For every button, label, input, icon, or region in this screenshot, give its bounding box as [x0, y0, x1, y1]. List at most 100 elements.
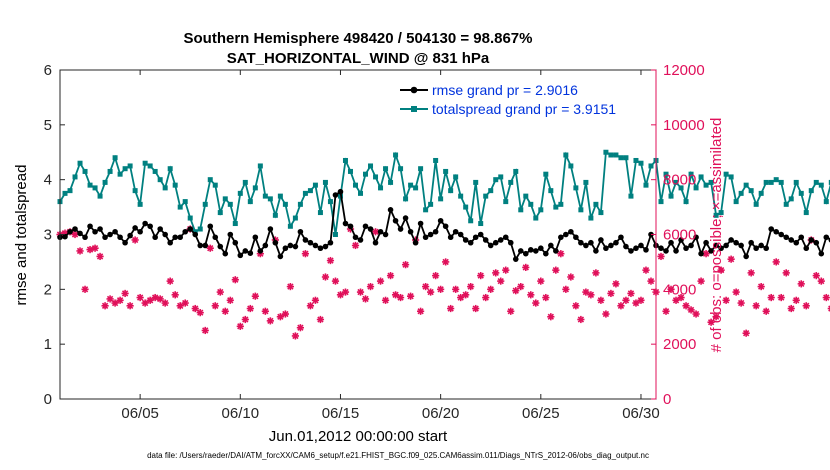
legend: rmse grand pr = 2.9016 totalspread grand… — [392, 80, 650, 120]
obs-point-stroke — [747, 269, 755, 277]
y-left-tick-label: 3 — [44, 227, 52, 244]
obs-point-stroke — [337, 291, 344, 298]
rmse-point — [292, 243, 299, 250]
obs-point-stroke — [136, 294, 144, 301]
rmse-point — [387, 207, 394, 213]
obs-point — [381, 296, 390, 304]
obs-point-stroke — [297, 324, 304, 331]
obs-point-stroke — [432, 272, 439, 279]
obs-point-stroke — [222, 308, 229, 315]
obs-point-stroke — [277, 313, 284, 320]
spread-point — [262, 193, 268, 199]
obs-point — [136, 293, 144, 302]
rmse-point — [217, 243, 224, 250]
y-axis-label-right: # of obs: o=possible; ×=assimilated — [708, 118, 725, 353]
obs-point-stroke — [627, 290, 635, 297]
spread-point — [383, 166, 389, 172]
obs-point — [401, 261, 410, 269]
spread-point — [302, 190, 308, 196]
rmse-point — [743, 253, 749, 260]
obs-point — [677, 293, 685, 302]
rmse-point — [247, 250, 254, 256]
y-left-tick-label: 5 — [44, 117, 52, 134]
obs-point — [727, 255, 735, 263]
spread-point — [678, 185, 684, 191]
obs-point — [432, 272, 440, 280]
obs-point — [261, 307, 269, 315]
spread-point — [668, 193, 674, 199]
obs-point — [467, 282, 475, 291]
spread-point — [433, 157, 439, 163]
spread-line — [59, 150, 830, 235]
rmse-point — [512, 256, 519, 262]
spread-point — [828, 179, 830, 185]
rmse-point — [302, 237, 309, 243]
obs-point-stroke — [622, 297, 630, 304]
obs-point — [602, 310, 610, 318]
obs-point — [782, 269, 790, 277]
rmse-point — [788, 237, 795, 243]
rmse-point — [773, 228, 780, 235]
spread-point — [743, 182, 749, 188]
obs-point — [71, 230, 79, 239]
spread-point — [137, 201, 143, 207]
spread-point — [327, 199, 333, 205]
rmse-point — [613, 239, 619, 246]
legend-spread-marker — [411, 106, 417, 112]
rmse-point — [648, 231, 654, 238]
rmse-point — [342, 220, 349, 227]
obs-point — [802, 302, 810, 310]
obs-point-stroke — [202, 327, 209, 334]
rmse-point — [583, 242, 589, 249]
obs-point — [687, 306, 695, 314]
spread-point — [107, 168, 113, 174]
rmse-point — [277, 253, 284, 260]
obs-point-stroke — [737, 299, 745, 307]
obs-point-stroke — [212, 302, 219, 309]
obs-point-stroke — [327, 257, 334, 264]
obs-point — [331, 277, 340, 285]
obs-point — [96, 252, 104, 261]
rmse-point — [738, 242, 744, 249]
spread-point — [533, 215, 539, 221]
obs-point-stroke — [111, 299, 119, 307]
rmse-point — [532, 248, 539, 254]
spread-point — [112, 155, 118, 161]
rmse-point — [372, 239, 379, 246]
obs-point-stroke — [818, 277, 825, 285]
chart-title-line2: SAT_HORIZONTAL_WIND @ 831 hPa — [227, 50, 490, 67]
obs-point — [712, 313, 720, 321]
spread-point — [292, 215, 298, 221]
obs-point — [316, 315, 325, 324]
rmse-point — [808, 237, 815, 243]
obs-point — [76, 247, 84, 255]
spread-point — [748, 188, 754, 194]
obs-point-stroke — [477, 272, 484, 279]
rmse-point — [477, 231, 484, 238]
rmse-point — [718, 245, 724, 252]
spread-point — [217, 210, 223, 216]
obs-point-stroke — [192, 305, 199, 312]
y-axis-label-left: rmse and totalspread — [13, 165, 30, 306]
obs-point — [797, 280, 805, 288]
rmse-point — [683, 245, 689, 252]
obs-point-stroke — [172, 291, 179, 298]
rmse-point — [242, 248, 249, 254]
obs-point — [246, 304, 254, 313]
obs-point-stroke — [497, 277, 504, 285]
spread-point — [558, 201, 564, 207]
obs-point — [286, 282, 294, 291]
rmse-point — [548, 242, 554, 249]
obs-point — [366, 282, 375, 291]
spread-point — [207, 177, 213, 183]
obs-point — [226, 296, 234, 304]
obs-point-stroke — [768, 294, 775, 301]
spread-point — [488, 188, 494, 194]
obs-point-stroke — [803, 302, 810, 309]
obs-point-stroke — [126, 302, 134, 309]
spread-point — [758, 190, 764, 196]
obs-point — [121, 289, 129, 298]
rmse-point — [172, 234, 178, 241]
obs-point — [296, 324, 305, 332]
rmse-point — [207, 223, 214, 230]
